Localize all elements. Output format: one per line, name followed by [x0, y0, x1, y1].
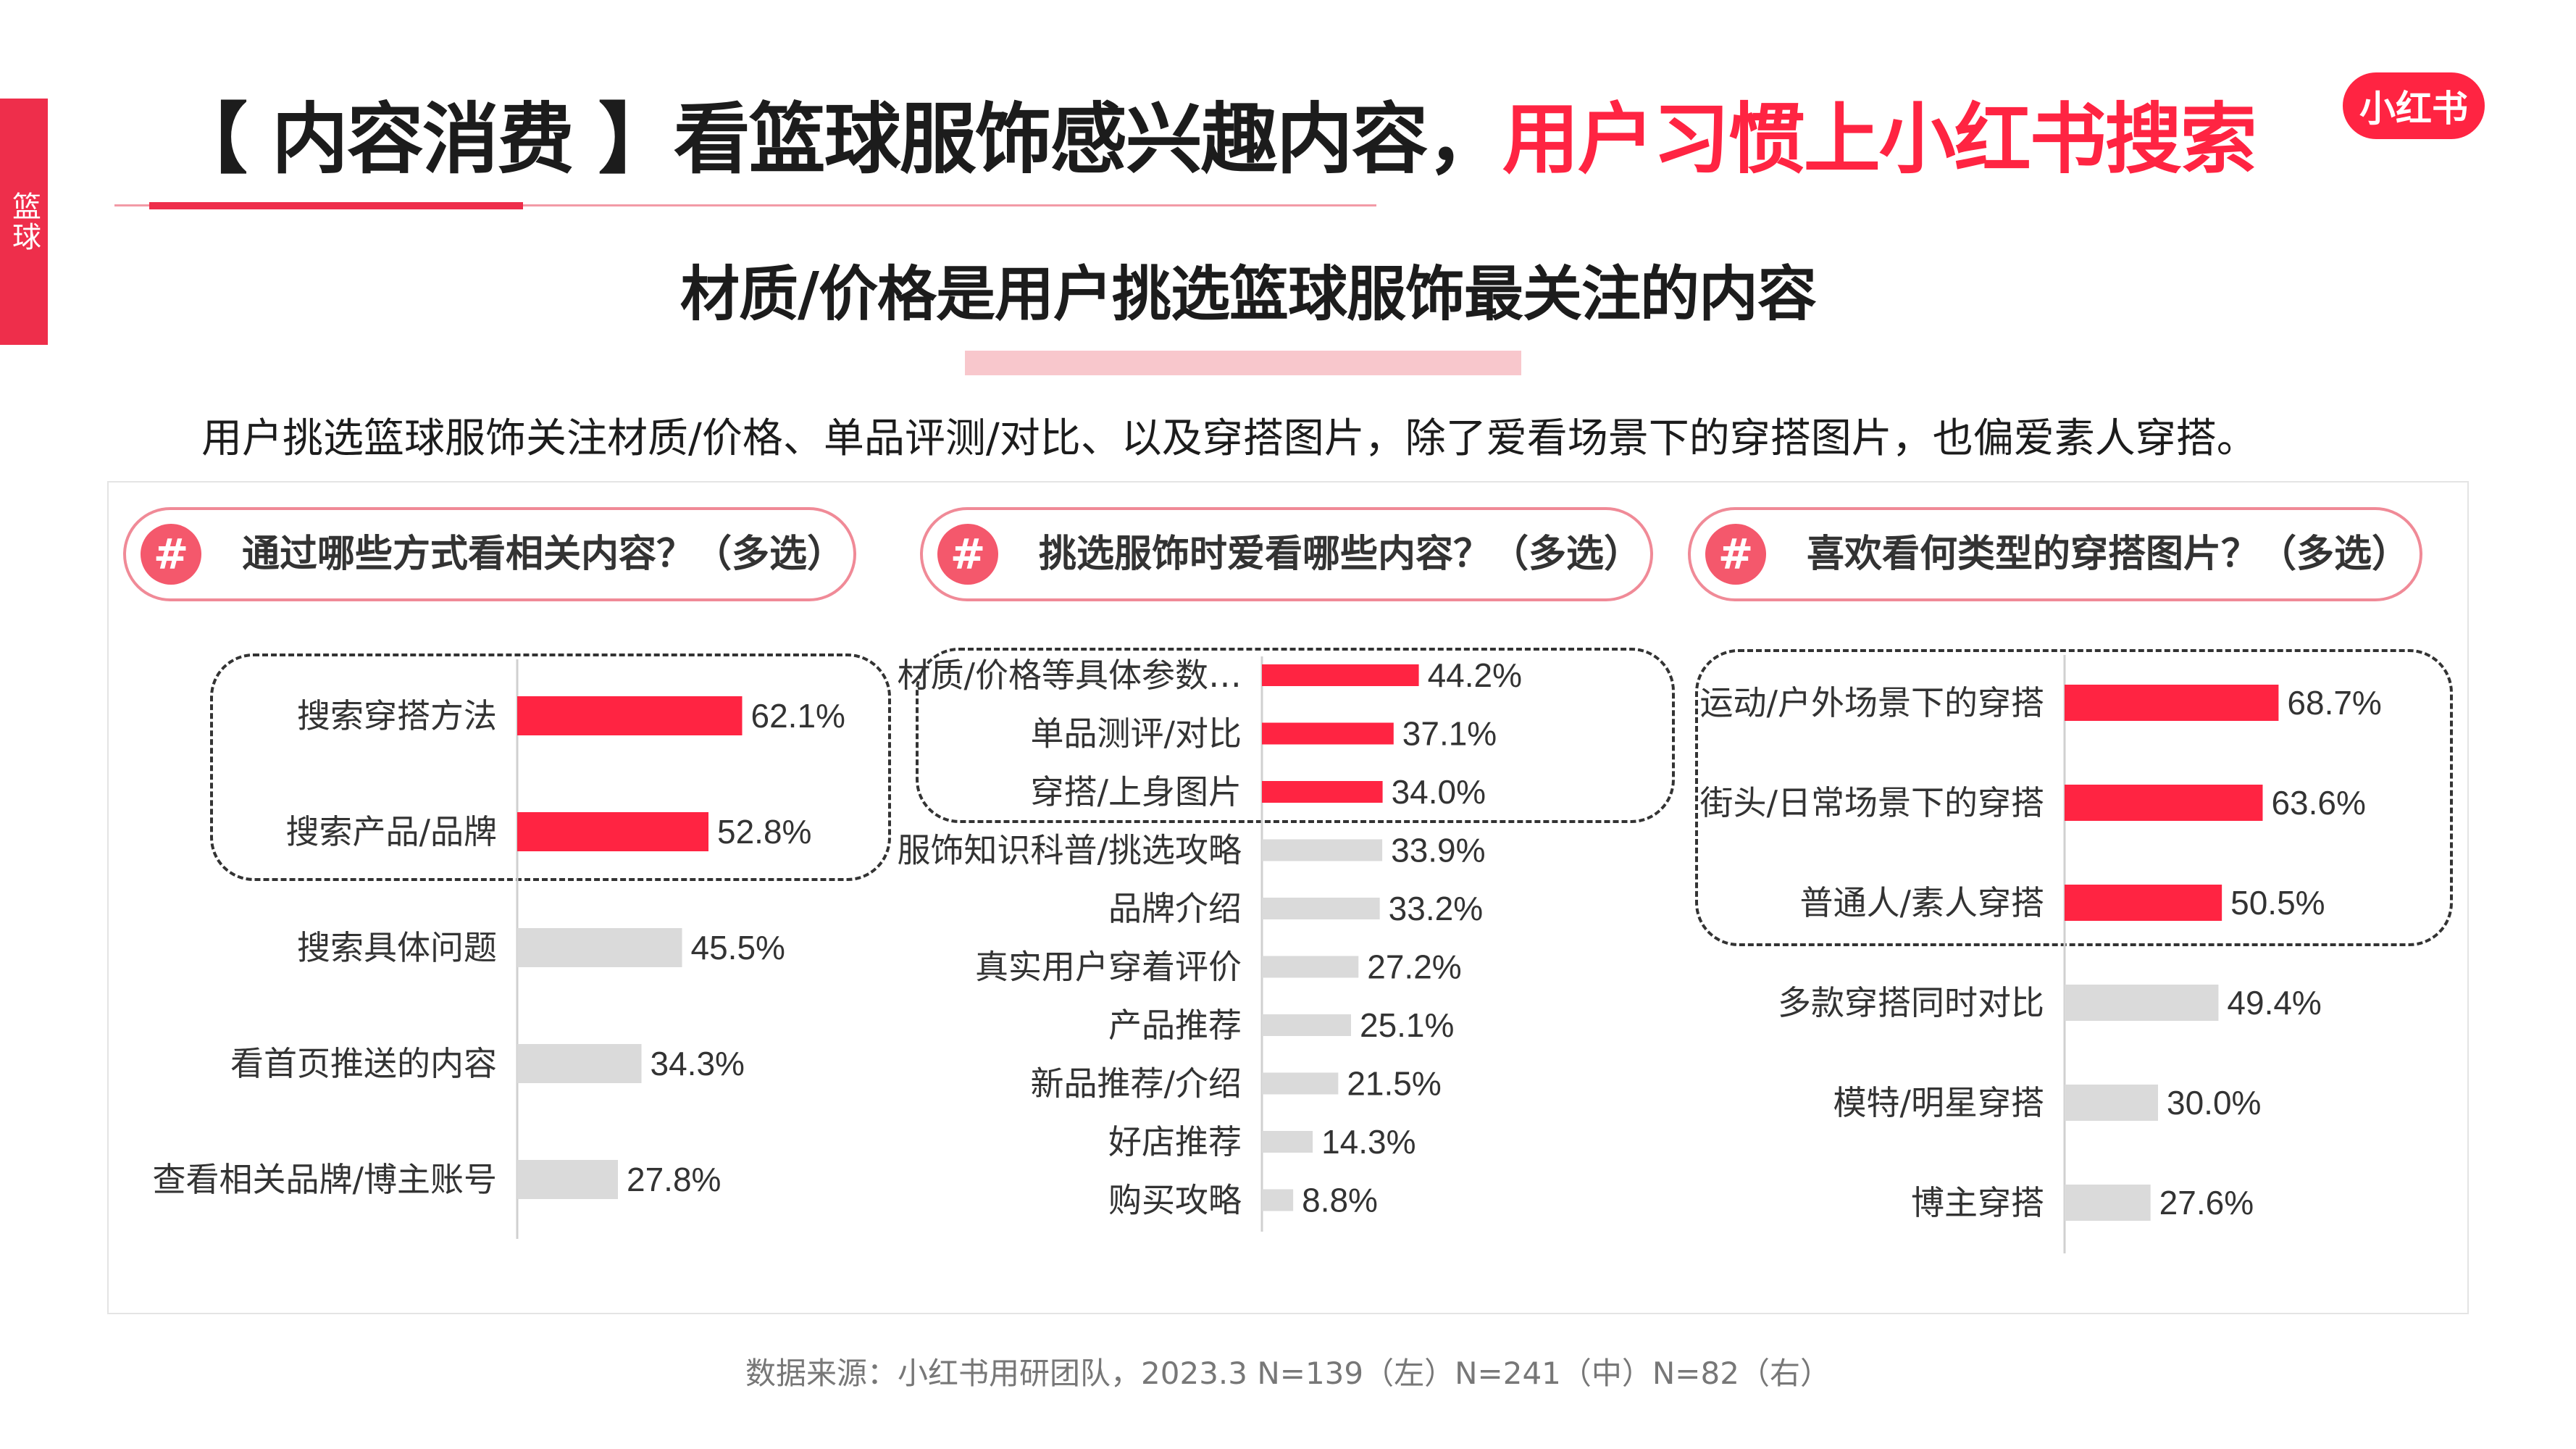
value-label: 27.6%: [2159, 1184, 2254, 1222]
value-label: 30.0%: [2167, 1084, 2261, 1122]
category-label: 服饰知识科普/挑选攻略: [898, 831, 1242, 870]
bar: [2065, 1185, 2151, 1221]
value-label: 27.2%: [1367, 948, 1461, 986]
value-label: 33.9%: [1391, 832, 1485, 869]
category-label: 看首页推送的内容: [230, 1044, 497, 1083]
category-label: 单品测评/对比: [1031, 714, 1242, 753]
title-prefix: 【 内容消费 】看篮球服饰感兴趣内容，: [171, 95, 1504, 184]
question-pill-middle: # 挑选服饰时爱看哪些内容？（多选）: [920, 507, 1653, 601]
page-title: 【 内容消费 】看篮球服饰感兴趣内容，用户习惯上小红书搜索: [171, 93, 2257, 187]
hashtag-icon: #: [141, 524, 201, 585]
category-label: 搜索具体问题: [297, 928, 497, 967]
value-label: 63.6%: [2271, 784, 2365, 822]
bar: [1262, 898, 1380, 919]
hashtag-icon: #: [1705, 524, 1766, 585]
value-label: 62.1%: [751, 697, 845, 735]
category-label: 普通人/素人穿搭: [1800, 883, 2045, 922]
bar: [1262, 722, 1394, 745]
value-label: 68.7%: [2287, 684, 2381, 722]
category-label: 多款穿搭同时对比: [1778, 983, 2044, 1022]
value-label: 14.3%: [1321, 1123, 1415, 1161]
value-label: 52.8%: [717, 813, 811, 851]
hashtag-icon: #: [937, 524, 998, 585]
bar: [517, 812, 708, 851]
bar: [2065, 785, 2263, 821]
bar: [1262, 1131, 1313, 1153]
bar: [2065, 985, 2219, 1021]
section-tab: 篮球: [0, 99, 48, 345]
category-label: 新品推荐/介绍: [1031, 1064, 1242, 1103]
bar: [1262, 1189, 1294, 1211]
xiaohongshu-logo: 小红书: [2343, 72, 2485, 139]
category-label: 好店推荐: [1108, 1122, 1242, 1161]
subtitle-highlight-bar: [965, 351, 1521, 375]
value-label: 45.5%: [691, 929, 785, 966]
bar: [1262, 839, 1383, 861]
value-label: 44.2%: [1428, 656, 1522, 694]
bar: [517, 928, 682, 967]
bar: [517, 696, 743, 735]
bar: [2065, 685, 2279, 721]
highlight-box-right: [1695, 649, 2453, 946]
value-label: 50.5%: [2230, 884, 2325, 922]
category-label: 真实用户穿着评价: [975, 948, 1242, 987]
value-label: 34.0%: [1392, 773, 1486, 811]
category-label: 模特/明星穿搭: [1833, 1083, 2045, 1122]
bar: [1262, 1072, 1339, 1095]
value-label: 34.3%: [651, 1045, 745, 1082]
value-label: 37.1%: [1402, 715, 1497, 753]
title-highlight: 用户习惯上小红书搜索: [1502, 95, 2257, 184]
category-label: 穿搭/上身图片: [1031, 772, 1242, 811]
category-label: 搜索产品/品牌: [286, 812, 498, 851]
category-label: 博主穿搭: [1911, 1183, 2044, 1222]
bar: [1262, 664, 1419, 686]
category-label: 材质/价格等具体参数…: [898, 656, 1242, 695]
question-title: 挑选服饰时爱看哪些内容？（多选）: [1039, 533, 1642, 576]
data-source-footnote: 数据来源：小红书用研团队，2023.3 N=139（左）N=241（中）N=82…: [745, 1356, 1831, 1391]
bar: [1262, 956, 1359, 978]
question-pill-left: # 通过哪些方式看相关内容？（多选）: [123, 507, 856, 601]
title-underline-accent: [149, 202, 523, 209]
bar: [2065, 885, 2222, 921]
question-pill-right: # 喜欢看何类型的穿搭图片？（多选）: [1688, 507, 2422, 601]
bar: [1262, 781, 1383, 803]
section-subtitle: 材质/价格是用户挑选篮球服饰最关注的内容: [680, 260, 1817, 329]
category-label: 产品推荐: [1108, 1006, 1242, 1045]
category-label: 搜索穿搭方法: [297, 696, 497, 735]
bar: [517, 1044, 642, 1083]
question-title: 通过哪些方式看相关内容？（多选）: [242, 533, 845, 576]
value-label: 25.1%: [1360, 1006, 1454, 1044]
description-text: 用户挑选篮球服饰关注材质/价格、单品评测/对比、以及穿搭图片，除了爱看场景下的穿…: [201, 415, 2257, 462]
category-label: 查看相关品牌/博主账号: [153, 1160, 498, 1199]
value-label: 21.5%: [1347, 1065, 1441, 1103]
value-label: 33.2%: [1389, 890, 1483, 927]
category-label: 品牌介绍: [1108, 889, 1242, 928]
charts-panel: [107, 481, 2469, 1314]
category-label: 运动/户外场景下的穿搭: [1700, 683, 2045, 722]
value-label: 49.4%: [2227, 984, 2321, 1022]
value-label: 8.8%: [1302, 1182, 1378, 1219]
bar: [1262, 1014, 1351, 1036]
category-label: 购买攻略: [1108, 1181, 1242, 1220]
highlight-box-left: [210, 653, 891, 881]
bar: [2065, 1085, 2158, 1121]
bar: [517, 1160, 618, 1199]
highlight-box-middle: [916, 648, 1675, 823]
question-title: 喜欢看何类型的穿搭图片？（多选）: [1807, 533, 2410, 576]
category-label: 街头/日常场景下的穿搭: [1700, 783, 2045, 822]
title-underline: [114, 204, 1376, 206]
value-label: 27.8%: [627, 1161, 721, 1198]
